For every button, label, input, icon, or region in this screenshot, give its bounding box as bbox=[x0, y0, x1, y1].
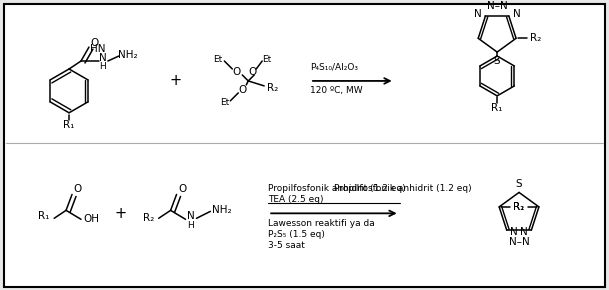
Text: H: H bbox=[99, 63, 107, 72]
Text: R₁: R₁ bbox=[513, 202, 525, 212]
Text: HN: HN bbox=[90, 44, 106, 54]
Text: +: + bbox=[169, 73, 181, 88]
Text: R₁: R₁ bbox=[63, 120, 75, 130]
Text: P₂S₅ (1.5 eq): P₂S₅ (1.5 eq) bbox=[268, 230, 325, 239]
Text: O: O bbox=[91, 38, 99, 48]
Text: Et: Et bbox=[262, 55, 272, 64]
Text: O: O bbox=[238, 85, 247, 95]
Text: R₁: R₁ bbox=[38, 211, 50, 221]
Text: Propilfosfonik anhidrit (1.2 eq): Propilfosfonik anhidrit (1.2 eq) bbox=[268, 184, 406, 193]
Text: N: N bbox=[521, 227, 528, 237]
Text: Propilfosfonik anhidrit (1.2 eq): Propilfosfonik anhidrit (1.2 eq) bbox=[334, 184, 471, 193]
Text: NH₂: NH₂ bbox=[211, 205, 231, 215]
Text: N–N: N–N bbox=[509, 237, 529, 247]
Text: Et: Et bbox=[213, 55, 223, 64]
Text: R₂: R₂ bbox=[530, 33, 541, 43]
Text: +: + bbox=[114, 206, 127, 221]
Text: Et: Et bbox=[220, 98, 230, 107]
Text: H: H bbox=[187, 221, 194, 230]
Text: OH: OH bbox=[83, 214, 99, 224]
Text: N: N bbox=[513, 9, 521, 19]
Text: R₂: R₂ bbox=[513, 202, 524, 212]
Text: O: O bbox=[248, 67, 256, 77]
Text: NH₂: NH₂ bbox=[118, 50, 138, 60]
Text: R₂: R₂ bbox=[143, 213, 154, 223]
Text: R₁: R₁ bbox=[491, 103, 503, 113]
Text: 3-5 saat: 3-5 saat bbox=[268, 241, 305, 250]
Text: R₂: R₂ bbox=[267, 83, 278, 93]
Text: N–N: N–N bbox=[487, 1, 507, 11]
Text: P₄S₁₀/Al₂O₃: P₄S₁₀/Al₂O₃ bbox=[310, 63, 358, 72]
Text: O: O bbox=[73, 184, 81, 195]
Text: N: N bbox=[510, 227, 518, 237]
Text: O: O bbox=[178, 184, 187, 195]
Text: O: O bbox=[232, 67, 241, 77]
Text: TEA (2.5 eq): TEA (2.5 eq) bbox=[268, 195, 323, 204]
Text: Lawesson reaktifi ya da: Lawesson reaktifi ya da bbox=[268, 219, 375, 228]
Text: S: S bbox=[516, 180, 523, 189]
Text: N: N bbox=[186, 211, 194, 221]
Text: N: N bbox=[99, 53, 107, 63]
Text: N: N bbox=[474, 9, 481, 19]
Text: S: S bbox=[494, 56, 501, 66]
Text: 120 ºC, MW: 120 ºC, MW bbox=[310, 86, 362, 95]
